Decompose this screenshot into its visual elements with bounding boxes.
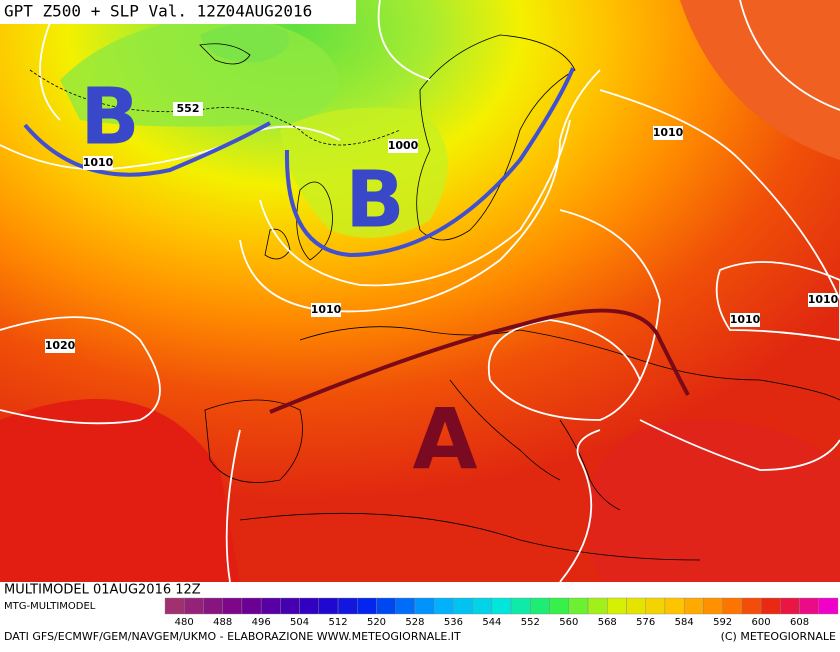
- colorbar-label: 560: [559, 617, 578, 628]
- colorbar-swatch: [626, 597, 646, 615]
- colorbar-label: 600: [752, 617, 771, 628]
- isobar-label-box: [808, 293, 838, 307]
- ridge-axis: [269, 308, 690, 414]
- low-pressure-label: B: [345, 155, 404, 245]
- colorbar-label: 512: [329, 617, 348, 628]
- colorbar-label: 528: [405, 617, 424, 628]
- colorbar-swatch: [414, 597, 435, 615]
- colorbar-swatch: [434, 597, 454, 615]
- colorbar-swatch: [357, 597, 377, 615]
- isobar-label: 1000: [388, 139, 419, 152]
- title-box: [0, 0, 356, 24]
- field-area: [586, 420, 840, 582]
- isobar-labels: 552 1010 1000 1010 1010 1010 1010 1020: [45, 102, 839, 353]
- colorbar-label: 608: [790, 617, 809, 628]
- field-area: [0, 398, 240, 582]
- copyright-label: (C) METEOGIORNALE: [721, 630, 836, 643]
- colorbar-swatch: [780, 597, 800, 615]
- map-title: GPT Z500 + SLP Val. 12Z04AUG2016: [4, 2, 312, 21]
- sources-label: DATI GFS/ECMWF/GEM/NAVGEM/UKMO - ELABORA…: [4, 630, 461, 643]
- isobars: [0, 0, 840, 582]
- low-pressure-label: B: [80, 72, 139, 162]
- isobar-label-box: [173, 102, 203, 116]
- colorbar-label: 536: [444, 617, 463, 628]
- colorbar-swatch: [818, 597, 839, 615]
- field-area: [60, 15, 340, 127]
- colorbar-swatch: [568, 597, 589, 615]
- isobar-label-box: [730, 313, 760, 327]
- colorbar-swatch: [280, 597, 300, 615]
- high-pressure-label: A: [412, 390, 477, 488]
- colorbar-swatch: [472, 597, 493, 615]
- colorbar-swatch: [203, 597, 223, 615]
- colorbar-swatch: [587, 597, 608, 615]
- colorbar-swatch: [530, 597, 550, 615]
- isobar-label: 1010: [808, 293, 839, 306]
- colorbar-swatch: [222, 597, 243, 615]
- colorbar-swatch: [799, 597, 819, 615]
- field-area: [680, 0, 840, 160]
- colorbar-label: 592: [713, 617, 732, 628]
- colorbar-swatch: [607, 597, 627, 615]
- colorbar-swatch: [722, 597, 743, 615]
- isobar-label: 1010: [653, 126, 684, 139]
- trough-axis: [284, 67, 575, 258]
- isobar-label: 1010: [730, 313, 761, 326]
- colorbar-swatch: [683, 597, 704, 615]
- colorbar-swatch: [241, 597, 262, 615]
- colorbar-swatch: [337, 597, 358, 615]
- coastlines: [199, 34, 840, 561]
- colorbar-swatch: [376, 597, 396, 615]
- colorbar-label: 544: [482, 617, 501, 628]
- colorbar-label: 488: [213, 617, 232, 628]
- colorbar-label: 552: [521, 617, 540, 628]
- colorbar-swatch: [318, 597, 339, 615]
- colorbar-swatch: [703, 597, 723, 615]
- colorbar-label: 584: [675, 617, 694, 628]
- colorbar-swatch: [510, 597, 531, 615]
- colorbar-swatch: [645, 597, 666, 615]
- isobar-label-box: [45, 339, 75, 353]
- model-label: MTG-MULTIMODEL: [4, 601, 96, 612]
- colorbar-swatch: [395, 597, 416, 615]
- colorbar-swatch: [164, 597, 185, 615]
- colorbar: 480 488 496 504 512 520 528 536 544 552 560 568 576 5…: [164, 597, 839, 628]
- isobar-label-box: [388, 139, 418, 153]
- z500-contour: [29, 69, 401, 146]
- colorbar-swatch: [299, 597, 320, 615]
- colorbar-swatch: [549, 597, 569, 615]
- isobar-label: 1020: [45, 339, 76, 352]
- colorbar-swatch: [664, 597, 685, 615]
- colorbar-swatch: [491, 597, 512, 615]
- colorbar-label: 496: [252, 617, 271, 628]
- colorbar-label: 576: [636, 617, 655, 628]
- colorbar-swatch: [260, 597, 281, 615]
- colorbar-swatch: [760, 597, 781, 615]
- isobar-label-box: [311, 303, 341, 317]
- colorbar-swatch: [741, 597, 762, 615]
- trough-axis: [23, 121, 271, 177]
- colorbar-label: 504: [290, 617, 309, 628]
- run-label: MULTIMODEL 01AUG2016 12Z: [4, 583, 201, 598]
- colorbar-label: 480: [175, 617, 194, 628]
- isobar-label: 1010: [83, 156, 114, 169]
- colorbar-label: 568: [598, 617, 617, 628]
- isobar-label-box: [83, 156, 113, 170]
- colorbar-swatch: [453, 597, 473, 615]
- colorbar-label: 520: [367, 617, 386, 628]
- isobar-label: 552: [177, 102, 200, 115]
- footer-panel: [0, 582, 840, 648]
- colorbar-swatch: [184, 597, 204, 615]
- isobar-label-box: [653, 126, 683, 140]
- isobar-label: 1010: [311, 303, 342, 316]
